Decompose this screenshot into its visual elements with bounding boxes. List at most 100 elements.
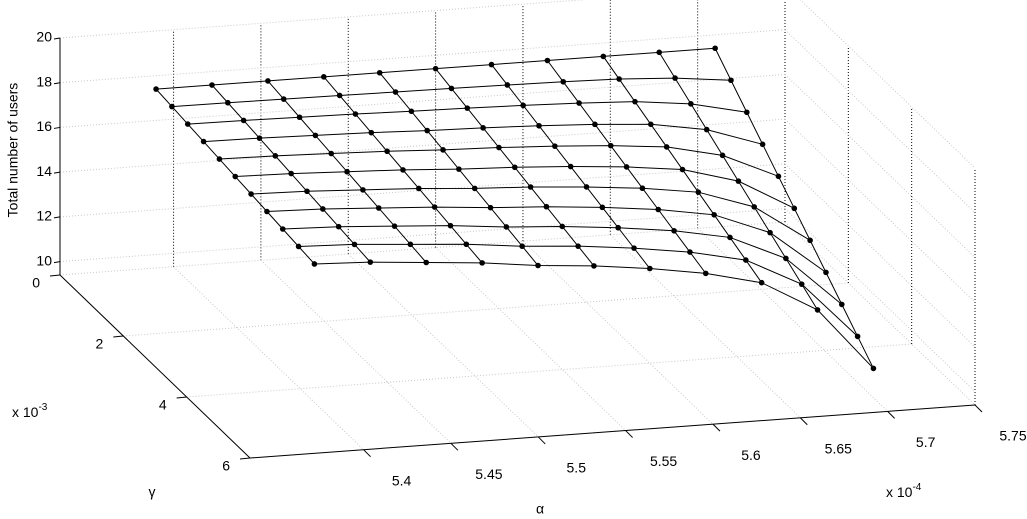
x-axis-label: α	[536, 501, 544, 517]
mesh-point	[344, 168, 350, 175]
mesh-point	[511, 164, 518, 171]
floor-grid-line	[784, 221, 976, 406]
mesh-point	[656, 49, 663, 56]
mesh-point	[463, 241, 470, 248]
mesh-point	[376, 69, 383, 76]
mesh-point	[447, 222, 454, 229]
y-tick	[239, 457, 251, 460]
z-axis-label: Total number of users	[5, 83, 21, 218]
y-tick-label: 6	[222, 458, 230, 474]
floor-grid-line	[260, 259, 452, 444]
mesh-point	[672, 75, 678, 81]
mesh-point	[216, 156, 223, 162]
x-scale-exponent: -4	[912, 482, 921, 493]
mesh-point	[783, 255, 789, 262]
y-axis-label: γ	[149, 484, 156, 500]
mesh-point	[320, 74, 327, 80]
mesh-point	[838, 301, 845, 308]
x-tick	[363, 449, 371, 458]
mesh-point	[440, 147, 446, 153]
floor-grid-line	[347, 253, 539, 438]
mesh-point	[758, 279, 765, 286]
mesh-point	[351, 241, 358, 248]
y-scale-label: x 10-3	[12, 402, 48, 420]
back-wall-grid-line	[59, 29, 786, 84]
mesh-point	[567, 163, 574, 170]
mesh-point	[591, 263, 597, 269]
mesh-point	[288, 170, 294, 177]
mesh-point	[583, 184, 590, 190]
mesh-point	[791, 205, 798, 212]
mesh-point	[703, 126, 710, 133]
mesh-point	[504, 82, 511, 88]
mesh-point	[431, 204, 438, 210]
mesh-point	[639, 185, 646, 192]
y-scale-text: x 10	[12, 404, 39, 420]
back-wall-grid-line	[59, 118, 786, 173]
mesh-point	[552, 143, 558, 149]
mesh-point	[408, 108, 415, 115]
mesh-point	[543, 203, 550, 210]
mesh-point	[663, 144, 670, 150]
mesh-point	[632, 98, 638, 105]
side-wall-grid-line	[784, 74, 976, 258]
mesh-point	[400, 167, 406, 173]
mesh-point	[536, 122, 542, 129]
back-wall-grid-line	[59, 0, 587, 39]
mesh-point	[807, 237, 813, 244]
x-axis	[249, 404, 976, 459]
z-tick	[53, 261, 61, 264]
y-tick	[176, 396, 187, 399]
mesh-point	[695, 189, 702, 195]
mesh-point	[312, 132, 319, 139]
mesh-point	[328, 150, 335, 157]
mesh-point	[423, 259, 430, 266]
mesh-point	[728, 77, 734, 84]
mesh-point	[775, 173, 782, 180]
mesh-point	[424, 127, 430, 134]
mesh-point	[320, 206, 326, 212]
floor-grid-line	[123, 282, 849, 337]
mesh-point	[311, 261, 318, 267]
mesh-point	[304, 188, 310, 195]
mesh-point	[335, 223, 342, 230]
mesh-point	[576, 100, 582, 106]
mesh-point	[623, 164, 630, 170]
back-wall-grid-line	[59, 163, 786, 218]
mesh-point	[575, 243, 581, 249]
x-tick-label: 5.7	[916, 434, 936, 450]
mesh-point	[336, 92, 343, 99]
side-wall-grid-line	[784, 118, 976, 303]
mesh-point	[479, 260, 485, 266]
floor-grid-line	[173, 266, 364, 451]
mesh-point	[209, 82, 215, 88]
mesh-point	[232, 173, 239, 180]
mesh-point	[679, 166, 686, 173]
x-tick-label: 5.6	[741, 447, 761, 463]
z-tick	[53, 126, 61, 129]
mesh-point	[759, 141, 766, 148]
y-tick-label: 4	[159, 397, 167, 413]
mesh-point	[415, 185, 422, 192]
mesh-point	[544, 57, 551, 64]
mesh-point	[520, 102, 526, 109]
mesh-point	[360, 187, 366, 193]
mesh-point	[200, 138, 207, 145]
mesh-point	[727, 234, 733, 241]
mesh-point	[487, 204, 494, 211]
z-tick	[53, 37, 61, 40]
mesh-point	[702, 270, 709, 277]
mesh-point	[295, 243, 302, 250]
mesh-point	[854, 333, 861, 340]
mesh-point	[743, 109, 750, 116]
x-tick-label: 5.5	[567, 460, 587, 476]
mesh-row-line	[298, 243, 858, 337]
side-wall-grid-line	[784, 163, 976, 348]
mesh-point	[153, 86, 159, 92]
x-tick	[712, 423, 721, 432]
mesh-point	[352, 111, 359, 117]
mesh-point	[456, 166, 462, 172]
mesh-point	[225, 99, 231, 106]
mesh-point	[480, 125, 486, 131]
mesh-point	[488, 61, 495, 68]
